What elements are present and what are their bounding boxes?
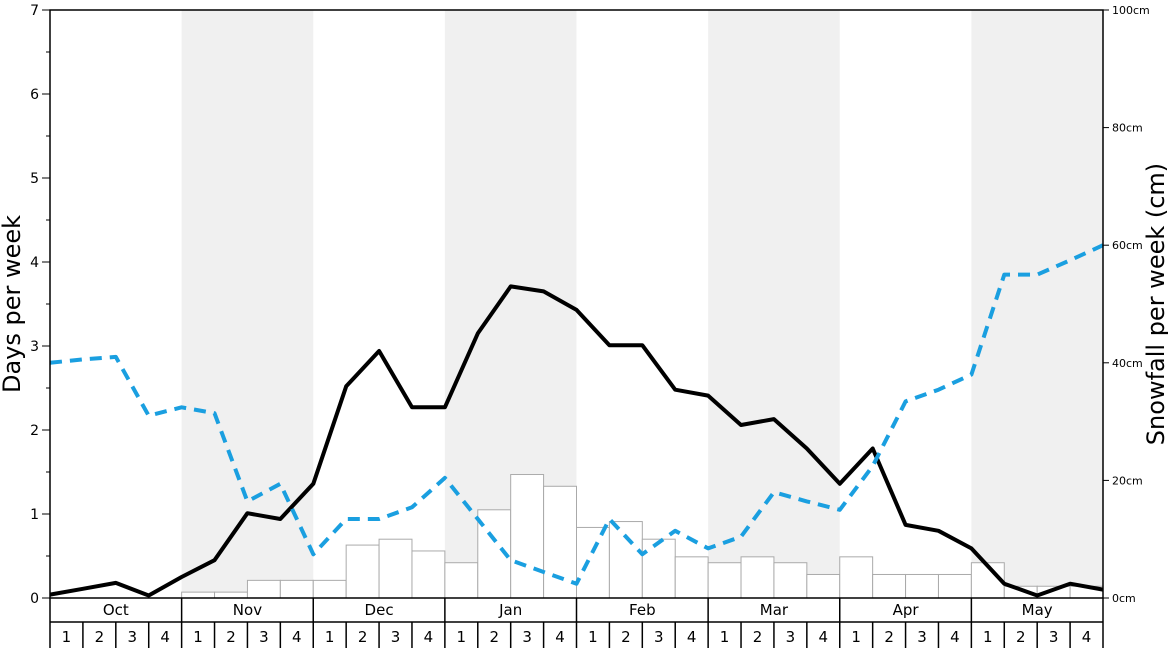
left-tick-label: 1 xyxy=(30,507,39,523)
week-label: 1 xyxy=(720,628,730,646)
month-shade-nov xyxy=(181,10,314,598)
snowfall-bar xyxy=(674,556,709,599)
snowfall-bar xyxy=(279,579,314,599)
week-label: 2 xyxy=(884,628,894,646)
right-axis: 0cm 20cm 40cm 60cm 80cm 100cm xyxy=(1103,4,1150,605)
snowfall-bar xyxy=(806,573,841,599)
week-label: 3 xyxy=(786,628,796,646)
week-label: 2 xyxy=(226,628,236,646)
week-label: 1 xyxy=(851,628,861,646)
week-label: 4 xyxy=(424,628,434,646)
left-tick-label: 6 xyxy=(30,87,39,103)
left-tick-label: 5 xyxy=(30,171,39,187)
week-label: 3 xyxy=(1049,628,1059,646)
week-label: 1 xyxy=(457,628,467,646)
snowfall-bar xyxy=(707,562,742,599)
right-tick-label: 80cm xyxy=(1112,122,1143,135)
week-label: 2 xyxy=(358,628,368,646)
left-axis: 0 1 2 3 4 5 6 7 xyxy=(30,3,50,607)
week-label: 4 xyxy=(292,628,302,646)
right-tick-label: 60cm xyxy=(1112,239,1143,252)
week-label: 4 xyxy=(160,628,170,646)
week-label: 1 xyxy=(588,628,598,646)
snowfall-bar xyxy=(740,556,775,599)
snowfall-bar xyxy=(773,562,808,599)
snowfall-bar xyxy=(181,591,216,599)
day-lines xyxy=(49,243,1104,598)
snowfall-bar xyxy=(246,579,281,599)
snowfall-bar xyxy=(839,556,874,599)
left-tick-label: 4 xyxy=(30,255,39,271)
week-label: 2 xyxy=(95,628,105,646)
right-tick-label: 0cm xyxy=(1112,592,1136,605)
month-label-jan: Jan xyxy=(498,601,522,619)
snowfall-bars xyxy=(181,474,1104,599)
week-label: 2 xyxy=(753,628,763,646)
week-label: 1 xyxy=(62,628,72,646)
month-label-oct: Oct xyxy=(103,601,129,619)
snowfall-bar xyxy=(576,526,610,599)
week-label: 4 xyxy=(1082,628,1092,646)
month-label-dec: Dec xyxy=(365,601,394,619)
month-shade-mar xyxy=(708,10,840,598)
left-tick-label: 0 xyxy=(30,591,39,607)
snowfall-bar xyxy=(608,521,643,599)
snowfall-bar xyxy=(411,550,446,599)
week-label: 1 xyxy=(193,628,203,646)
snowfall-bar xyxy=(937,573,972,599)
month-label-nov: Nov xyxy=(233,601,262,619)
left-tick-label: 7 xyxy=(30,3,39,19)
week-label: 3 xyxy=(522,628,532,646)
right-tick-label: 100cm xyxy=(1112,4,1150,17)
month-label-may: May xyxy=(1022,601,1053,619)
week-label: 1 xyxy=(983,628,993,646)
month-shade-may xyxy=(971,10,1103,598)
week-label: 4 xyxy=(819,628,829,646)
snowfall-bar xyxy=(378,538,413,599)
snowfall-bar xyxy=(444,562,479,599)
right-tick-label: 40cm xyxy=(1112,357,1143,370)
week-label: 3 xyxy=(654,628,664,646)
week-label: 1 xyxy=(325,628,335,646)
right-axis-label: Snowfall per week (cm) xyxy=(1142,163,1168,445)
month-axis: Oct 1 2 3 4 Nov 1 2 3 4 Dec 1 2 3 4 Jan 1 2 3 4 Feb 1 2 3 4 Mar 1 2… xyxy=(49,598,1104,648)
left-tick-label: 3 xyxy=(30,339,39,355)
snowfall-bar xyxy=(641,538,676,599)
week-label: 4 xyxy=(555,628,565,646)
month-label-feb: Feb xyxy=(629,601,656,619)
snowfall-bar xyxy=(345,544,380,599)
week-label: 3 xyxy=(259,628,269,646)
snowfall-bar xyxy=(905,573,939,599)
left-tick-label: 2 xyxy=(30,423,39,439)
solid-days-line xyxy=(49,284,1104,598)
week-label: 4 xyxy=(687,628,697,646)
week-label: 2 xyxy=(621,628,631,646)
snowfall-bar xyxy=(214,591,248,599)
right-tick-label: 20cm xyxy=(1112,474,1143,487)
week-label: 2 xyxy=(1016,628,1026,646)
month-label-mar: Mar xyxy=(760,601,789,619)
week-label: 3 xyxy=(917,628,927,646)
week-label: 4 xyxy=(950,628,960,646)
month-shading xyxy=(181,10,1103,598)
left-axis-label: Days per week xyxy=(0,215,26,393)
dashed-days-line xyxy=(49,243,1104,586)
week-label: 3 xyxy=(127,628,137,646)
snowfall-bar xyxy=(312,579,347,599)
week-label: 2 xyxy=(489,628,499,646)
month-label-apr: Apr xyxy=(893,601,920,619)
week-label: 3 xyxy=(391,628,401,646)
snowfall-bar xyxy=(510,474,545,599)
snowfall-bar xyxy=(872,573,907,599)
